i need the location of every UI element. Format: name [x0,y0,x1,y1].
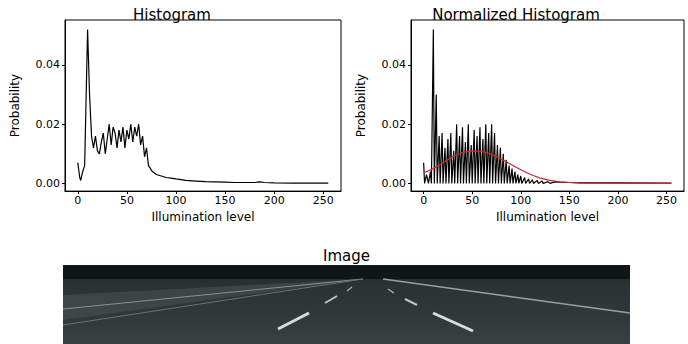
svg-text:0.00: 0.00 [36,177,61,190]
svg-text:Probability: Probability [8,74,22,137]
svg-text:150: 150 [215,194,236,207]
svg-text:0.02: 0.02 [382,118,407,131]
svg-text:Illumination level: Illumination level [496,210,599,224]
svg-text:50: 50 [120,194,134,207]
svg-text:200: 200 [607,194,628,207]
svg-text:Normalized Histogram: Normalized Histogram [432,6,600,24]
svg-text:0.00: 0.00 [382,177,407,190]
svg-text:Illumination level: Illumination level [151,210,254,224]
svg-text:0: 0 [74,194,81,207]
svg-text:0.04: 0.04 [382,58,407,71]
svg-text:0.04: 0.04 [36,58,61,71]
svg-text:150: 150 [559,194,580,207]
svg-text:250: 250 [656,194,677,207]
svg-text:Histogram: Histogram [133,6,211,24]
svg-text:50: 50 [465,194,479,207]
svg-text:Probability: Probability [354,74,368,137]
svg-text:200: 200 [264,194,285,207]
svg-text:0: 0 [420,194,427,207]
svg-text:100: 100 [165,194,186,207]
svg-text:100: 100 [510,194,531,207]
svg-text:0.02: 0.02 [36,118,61,131]
html-text:Image: Image [323,247,370,265]
svg-text:250: 250 [313,194,334,207]
